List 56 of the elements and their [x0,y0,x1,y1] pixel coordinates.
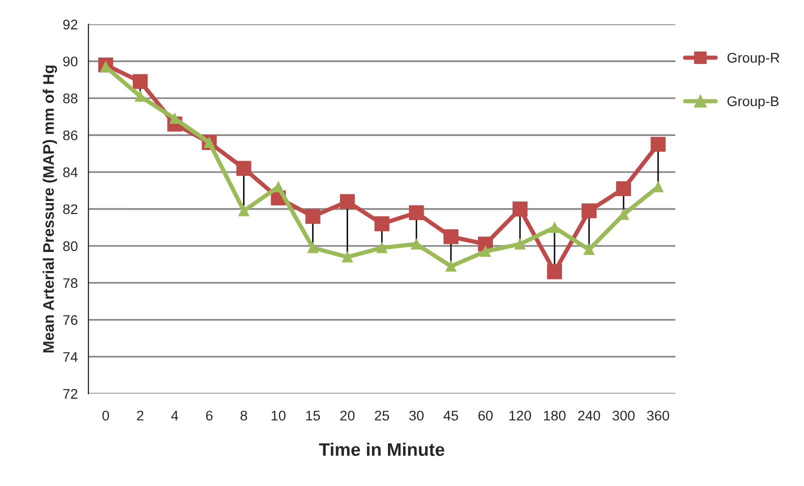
legend-label: Group-B [727,96,779,109]
point [514,238,526,250]
point [236,160,252,176]
point [307,242,318,254]
y-tick-label: 86 [63,130,78,140]
point [376,242,388,254]
y-tick-label: 72 [63,388,78,399]
point [408,205,424,220]
x-tick-label: 2 [137,410,144,420]
x-tick-label: 300 [612,410,635,421]
point [584,244,594,255]
point [616,181,632,196]
x-tick-label: 30 [409,410,424,421]
x-tick-label: 240 [578,410,600,421]
point [134,90,146,102]
point [305,208,320,224]
y-tick-label: 92 [63,20,78,30]
point [374,216,390,232]
y-tick-label: 80 [63,241,78,252]
x-tick-label: 4 [171,410,178,420]
y-tick-label: 84 [63,167,78,178]
y-axis-title: Mean Arterial Pressure (MAP) mm of Hg [42,66,58,352]
point [272,181,284,192]
y-tick-label: 82 [63,204,78,214]
x-tick-label: 20 [340,410,355,421]
x-tick-label: 10 [272,410,286,421]
point [443,229,458,244]
point [342,252,353,262]
x-tick-label: 0 [102,410,110,421]
point [446,260,456,272]
x-tick-label: 15 [306,410,320,421]
point [549,222,560,233]
y-tick-label: 88 [63,94,78,104]
x-axis-title: Time in Minute [319,442,444,456]
legend-label: Group-R [727,52,780,66]
point [132,74,148,90]
point [411,238,422,250]
x-tick-label: 6 [206,410,213,421]
x-tick-label: 8 [240,410,248,421]
x-tick-label: 60 [478,410,493,421]
point [512,202,528,216]
y-tick-label: 76 [63,315,78,325]
y-tick-label: 90 [63,56,78,66]
x-tick-label: 25 [374,410,390,421]
x-tick-label: 120 [509,410,532,421]
point [480,246,491,257]
y-tick-label: 78 [63,278,78,288]
x-tick-label: 360 [647,410,670,421]
point [547,264,562,280]
x-tick-label: 45 [444,410,458,421]
point [238,205,250,216]
y-tick-label: 74 [63,352,78,362]
x-tick-label: 180 [544,410,566,421]
point [582,203,597,218]
point [340,194,355,210]
point [650,136,666,152]
